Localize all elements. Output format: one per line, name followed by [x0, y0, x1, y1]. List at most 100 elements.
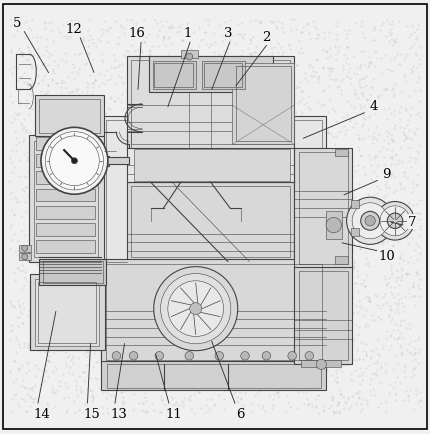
Point [358, 199, 365, 206]
Point [407, 155, 414, 161]
Point [276, 290, 283, 297]
Point [355, 324, 362, 331]
Point [339, 158, 346, 165]
Point [94, 171, 101, 178]
Point [41, 20, 48, 26]
Point [296, 50, 303, 57]
Point [26, 385, 33, 391]
Point [19, 267, 26, 274]
Point [226, 387, 233, 394]
Point [272, 102, 279, 109]
Point [32, 373, 39, 380]
Point [6, 66, 13, 73]
Point [123, 123, 130, 130]
Point [357, 401, 364, 408]
Point [123, 49, 129, 56]
Point [103, 233, 110, 240]
Point [26, 91, 33, 98]
Point [335, 400, 341, 407]
Point [177, 261, 184, 268]
Point [32, 120, 39, 127]
Point [47, 213, 54, 220]
Point [293, 128, 300, 135]
Point [18, 120, 25, 127]
Point [391, 125, 398, 132]
Point [400, 361, 407, 368]
Point [188, 296, 195, 303]
Point [280, 365, 287, 372]
Point [134, 103, 141, 110]
Point [193, 243, 200, 250]
Point [259, 404, 266, 411]
Point [83, 92, 89, 99]
Point [320, 163, 327, 170]
Point [186, 313, 193, 320]
Point [160, 313, 166, 320]
Point [207, 170, 214, 177]
Point [174, 241, 181, 248]
Point [379, 145, 386, 151]
Point [402, 293, 408, 300]
Point [398, 145, 405, 152]
Point [243, 279, 249, 286]
Point [80, 153, 87, 160]
Point [172, 226, 179, 233]
Point [304, 79, 311, 85]
Point [93, 376, 100, 383]
Point [252, 364, 259, 371]
Point [316, 207, 323, 214]
Point [105, 135, 112, 142]
Point [221, 284, 228, 291]
Point [61, 129, 68, 136]
Point [176, 132, 183, 139]
Point [305, 308, 312, 315]
Point [355, 242, 362, 249]
Point [401, 74, 408, 81]
Point [194, 115, 200, 122]
Point [116, 310, 123, 317]
Point [167, 354, 174, 361]
Point [306, 345, 313, 352]
Point [384, 281, 391, 288]
Point [188, 160, 195, 167]
Point [61, 296, 68, 302]
Point [169, 356, 175, 363]
Point [154, 175, 161, 182]
Point [144, 262, 151, 269]
Point [35, 53, 42, 60]
Point [307, 332, 314, 339]
Point [237, 296, 244, 303]
Point [245, 46, 252, 53]
Point [112, 81, 119, 88]
Point [83, 385, 90, 392]
Point [191, 238, 198, 245]
Point [208, 202, 215, 209]
Point [110, 365, 117, 372]
Point [276, 217, 283, 224]
Point [95, 358, 102, 365]
Point [338, 261, 345, 268]
Point [182, 192, 189, 199]
Point [274, 194, 281, 201]
Point [242, 175, 249, 182]
Point [40, 209, 47, 216]
Point [16, 101, 23, 108]
Point [49, 210, 56, 217]
Point [160, 37, 166, 44]
Point [268, 322, 275, 329]
Point [385, 106, 392, 113]
Point [80, 404, 87, 411]
Point [413, 269, 420, 276]
Point [396, 239, 402, 246]
Point [409, 364, 416, 371]
Point [290, 267, 297, 274]
Point [244, 274, 251, 281]
Point [37, 257, 43, 264]
Point [379, 229, 386, 236]
Point [143, 352, 150, 359]
Point [135, 34, 142, 41]
Point [99, 243, 106, 250]
Point [32, 320, 39, 327]
Point [208, 242, 215, 249]
Point [159, 303, 166, 310]
